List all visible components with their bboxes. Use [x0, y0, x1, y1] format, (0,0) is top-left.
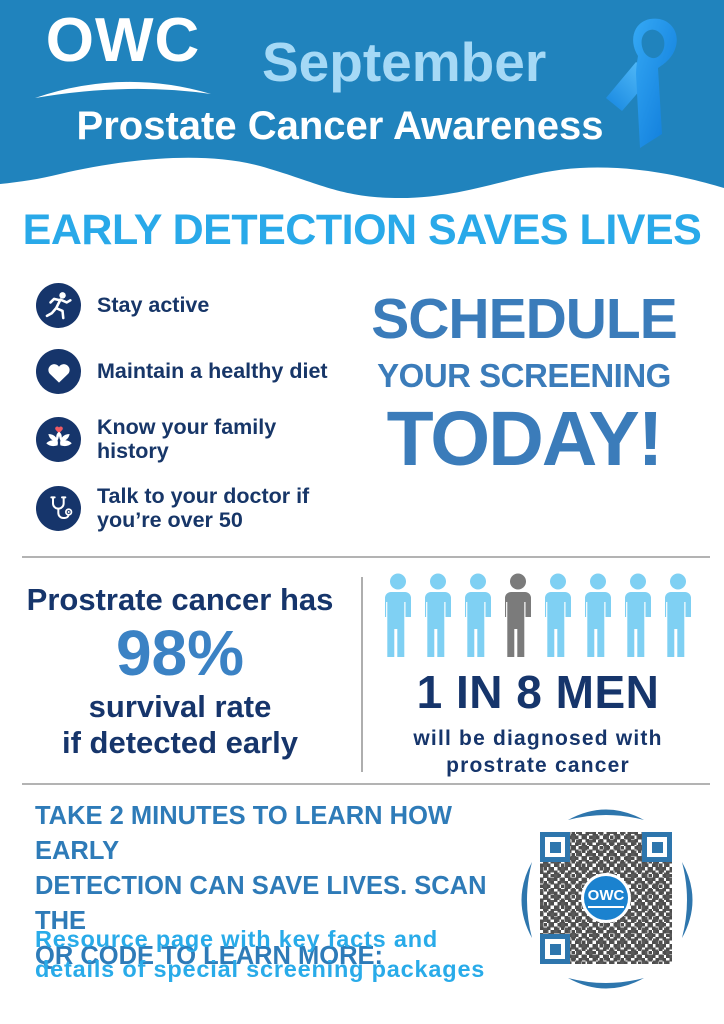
divider-bottom — [22, 783, 710, 785]
qr-code: OWC — [535, 827, 677, 969]
header-wave-background — [0, 0, 724, 198]
stat-value: 98% — [115, 617, 245, 689]
tip-family-history: Know your family history — [36, 415, 356, 463]
owc-logo: OWC — [28, 10, 218, 100]
incidence-caption-line2: prostrate cancer — [446, 754, 630, 778]
tip-label: Know your family history — [97, 415, 277, 464]
cta-line1: SCHEDULE — [371, 287, 678, 351]
stat-intro: Prostrate cancer has — [26, 582, 334, 617]
man-figure — [425, 573, 451, 657]
headline: EARLY DETECTION SAVES LIVES — [22, 206, 702, 254]
footer-cta-text: TAKE 2 MINUTES TO LEARN HOW EARLY DETECT… — [35, 799, 527, 974]
footer-cta-line3: QR CODE TO LEARN MORE: — [35, 941, 384, 970]
prevention-tips-list: Stay active Maintain a healthy diet Know… — [36, 283, 356, 532]
resource-text: Resource page with key facts and details… — [35, 924, 535, 984]
man-figure — [585, 573, 611, 657]
man-figure — [665, 573, 691, 657]
stethoscope-icon — [36, 485, 81, 531]
man-figure — [385, 573, 411, 657]
qr-arc-top — [568, 809, 644, 820]
schedule-cta: SCHEDULE YOUR SCREENING TODAY! — [364, 291, 684, 478]
owc-logo-text: OWC — [45, 6, 201, 75]
divider-vertical — [361, 577, 363, 772]
qr-center-logo: OWC — [581, 873, 631, 923]
incidence-stat: 1 IN 8 MEN will be diagnosed with prostr… — [368, 571, 708, 780]
tip-label: Stay active — [97, 293, 210, 318]
header-banner: OWC September Prostate Cancer Awareness — [0, 0, 724, 206]
qr-arc-left — [521, 862, 532, 938]
resource-line2: details of special screening packages — [35, 956, 486, 983]
family-icon — [36, 416, 81, 462]
cta-line2: YOUR SCREENING — [377, 357, 671, 394]
awareness-ribbon-icon — [606, 18, 677, 149]
man-figure — [545, 573, 571, 657]
qr-finder-bottom-left — [540, 934, 570, 964]
poster-title: Prostate Cancer Awareness — [76, 104, 604, 148]
tip-healthy-diet: Maintain a healthy diet — [36, 349, 356, 394]
heart-icon — [36, 349, 81, 394]
men-pictogram — [368, 571, 708, 657]
month-label: September — [262, 31, 547, 93]
incidence-caption: will be diagnosed with prostrate cancer — [368, 725, 708, 780]
divider-top — [22, 556, 710, 558]
tip-talk-to-doctor: Talk to your doctor if you’re over 50 — [36, 484, 356, 532]
tip-label: Maintain a healthy diet — [97, 359, 328, 384]
man-figure — [625, 573, 651, 657]
footer-cta-line1: TAKE 2 MINUTES TO LEARN HOW EARLY — [35, 802, 452, 865]
qr-owc-disc: OWC — [584, 876, 628, 920]
stat-caption-line1: survival rate — [88, 689, 272, 725]
qr-owc-text: OWC — [587, 888, 625, 908]
qr-code-block: OWC — [514, 800, 710, 1000]
qr-arc-bottom — [568, 978, 644, 989]
tip-stay-active: Stay active — [36, 283, 356, 328]
incidence-caption-line1: will be diagnosed with — [413, 727, 663, 750]
qr-finder-top-left — [540, 832, 570, 862]
qr-arc-right — [682, 862, 693, 938]
survival-stat: Prostrate cancer has 98% survival rate i… — [0, 582, 360, 760]
qr-finder-top-right — [642, 832, 672, 862]
footer-cta-line2: DETECTION CAN SAVE LIVES. SCAN THE — [35, 871, 487, 935]
tip-label: Talk to your doctor if you’re over 50 — [97, 484, 310, 533]
runner-icon — [36, 283, 81, 328]
man-figure-highlighted — [505, 573, 531, 657]
cta-line3: TODAY! — [386, 396, 664, 482]
stat-caption-line2: if detected early — [61, 725, 299, 761]
qr-modules: OWC — [540, 832, 672, 964]
resource-line1: Resource page with key facts and — [35, 926, 439, 952]
incidence-headline: 1 IN 8 MEN — [416, 666, 660, 718]
man-figure — [465, 573, 491, 657]
owc-logo-swoosh — [35, 81, 211, 98]
